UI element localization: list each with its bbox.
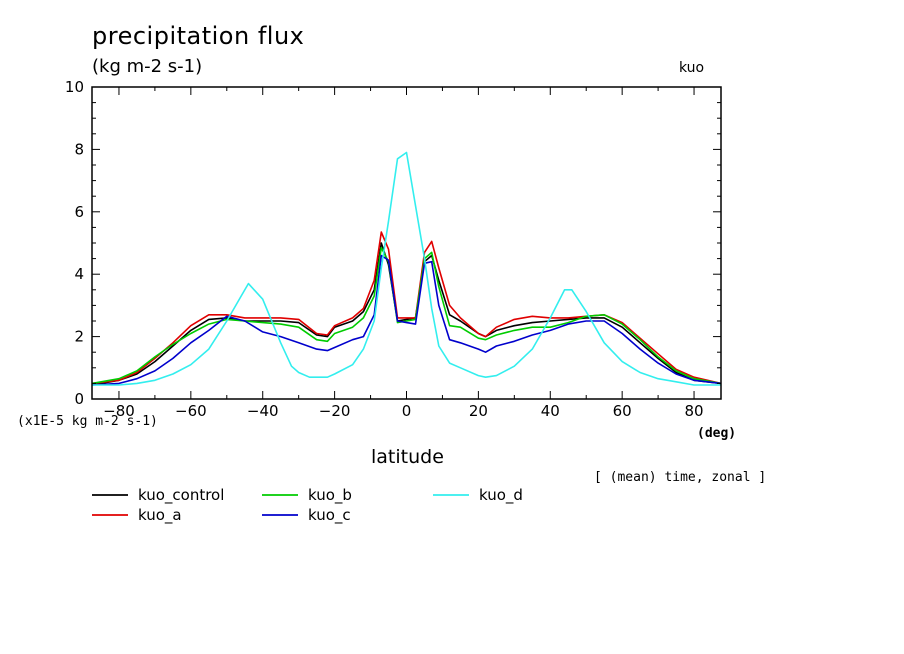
axis-tick-labels: −80 −60 −40 −20 0 20 40 60 80 0 2 4 6 8 10 — [65, 78, 704, 420]
series-line-kuo-c — [91, 254, 722, 386]
plot-frame — [91, 86, 722, 400]
x-axis-unit: (deg) — [697, 426, 737, 441]
x-tick-label: 20 — [469, 402, 488, 420]
x-tick-label: −40 — [247, 402, 279, 420]
y-tick-label: 4 — [74, 265, 84, 283]
averaging-note: [ (mean) time, zonal ] — [594, 470, 767, 485]
legend-label-kuo-c: kuo_c — [308, 506, 351, 525]
x-tick-label: −60 — [175, 402, 207, 420]
chart-units: (kg m-2 s-1) — [92, 56, 203, 77]
y-tick-label: 10 — [65, 78, 84, 96]
y-tick-label: 2 — [74, 328, 84, 346]
legend-label-kuo-b: kuo_b — [308, 486, 352, 505]
series-lines — [91, 151, 722, 386]
x-tick-label: 80 — [684, 402, 703, 420]
y-tick-label: 8 — [74, 140, 84, 158]
x-tick-label: 40 — [541, 402, 560, 420]
y-tick-label: 0 — [74, 390, 84, 408]
y-scale-note: (x1E-5 kg m-2 s-1) — [17, 414, 158, 429]
series-line-kuo-control — [91, 242, 722, 386]
series-line-kuo-b — [91, 246, 722, 385]
y-tick-label: 6 — [74, 203, 84, 221]
legend-label-kuo-control: kuo_control — [138, 486, 224, 505]
x-tick-label: 0 — [402, 402, 412, 420]
x-tick-label: 60 — [613, 402, 632, 420]
legend-label-kuo-a: kuo_a — [138, 506, 182, 525]
x-axis-label: latitude — [371, 446, 444, 468]
series-line-kuo-d — [92, 151, 721, 386]
legend-label-kuo-d: kuo_d — [479, 486, 523, 505]
axis-ticks — [92, 86, 721, 400]
series-line-kuo-a — [91, 231, 722, 385]
experiment-tag: kuo — [679, 60, 705, 76]
chart-title: precipitation flux — [92, 22, 305, 50]
x-tick-label: −80 — [103, 402, 135, 420]
x-tick-label: −20 — [319, 402, 351, 420]
